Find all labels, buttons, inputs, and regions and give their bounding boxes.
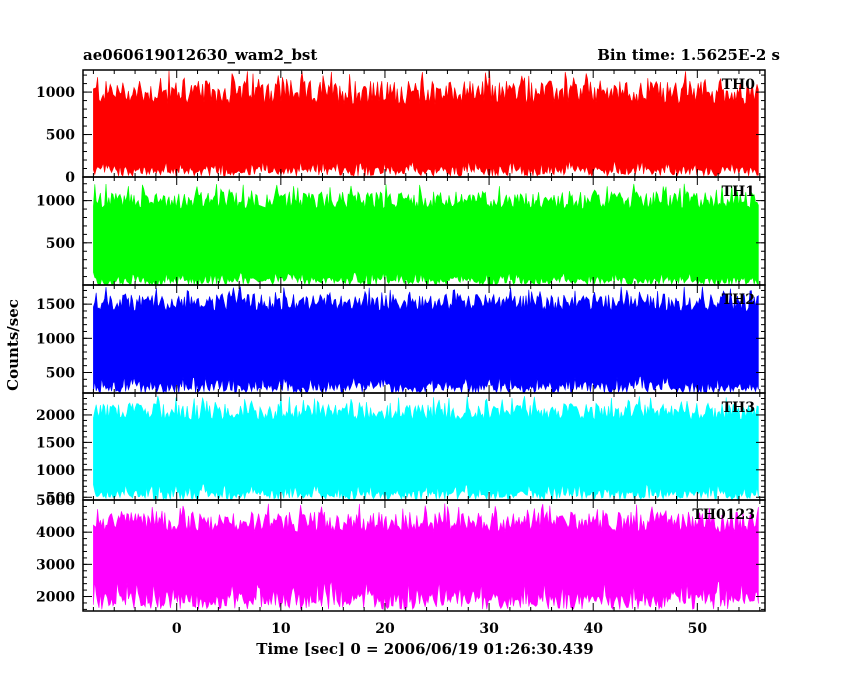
panel-label-th0: TH0 (722, 77, 756, 93)
series-th3-curve (93, 395, 759, 500)
panel-label-th2: TH2 (722, 292, 755, 308)
y-tick-label: 2000 (36, 590, 75, 606)
y-tick-label: 1500 (36, 435, 75, 451)
y-tick-label: 500 (46, 365, 75, 381)
chart-title: ae060619012630_wam2_bst (83, 46, 317, 64)
x-tick-label: 30 (479, 621, 499, 637)
panel-th3: 500 1000 1500 2000 TH3 (36, 392, 766, 506)
y-tick-label: 1000 (36, 463, 75, 479)
x-axis-label: Time [sec] 0 = 2006/06/19 01:26:30.439 (256, 640, 593, 658)
y-tick-label: 3000 (36, 557, 75, 573)
panel-th0123: 2000 3000 4000 5000 TH0123 (36, 493, 766, 612)
panel-th2: 500 1000 1500 TH2 (36, 284, 766, 394)
panel-label-th0123: TH0123 (692, 507, 755, 523)
y-tick-label: 4000 (36, 525, 75, 541)
y-tick-label: 2000 (36, 408, 75, 424)
y-tick-label: 0 (65, 170, 75, 186)
panel-th1: 500 1000 TH1 (36, 176, 766, 286)
panel-th0: 0 500 1000 TH0 (36, 69, 766, 186)
panel-frame (82, 499, 766, 612)
y-tick-label: 1000 (36, 194, 75, 210)
y-tick-label: 500 (46, 236, 75, 252)
bin-time-label: Bin time: 1.5625E-2 s (597, 46, 780, 64)
x-tick-label: 20 (375, 621, 395, 637)
panel-label-th1: TH1 (722, 184, 755, 200)
panel-label-th3: TH3 (722, 400, 755, 416)
series-th0-curve (93, 70, 759, 177)
y-tick-label: 1000 (36, 85, 75, 101)
series-th2-curve (93, 285, 759, 393)
y-tick-label: 1000 (36, 331, 75, 347)
x-tick-label: 10 (271, 621, 291, 637)
series-th1-curve (93, 183, 759, 285)
y-tick-label: 5000 (36, 493, 75, 509)
x-tick-label: 50 (688, 621, 708, 637)
y-tick-label: 500 (46, 490, 75, 506)
y-tick-label: 1500 (36, 297, 75, 313)
y-axis-label: Counts/sec (4, 299, 22, 391)
x-tick-label: 40 (583, 621, 603, 637)
y-tick-label: 500 (46, 128, 75, 144)
series-th0123-curve (93, 503, 759, 611)
x-tick-label: 0 (172, 621, 182, 637)
